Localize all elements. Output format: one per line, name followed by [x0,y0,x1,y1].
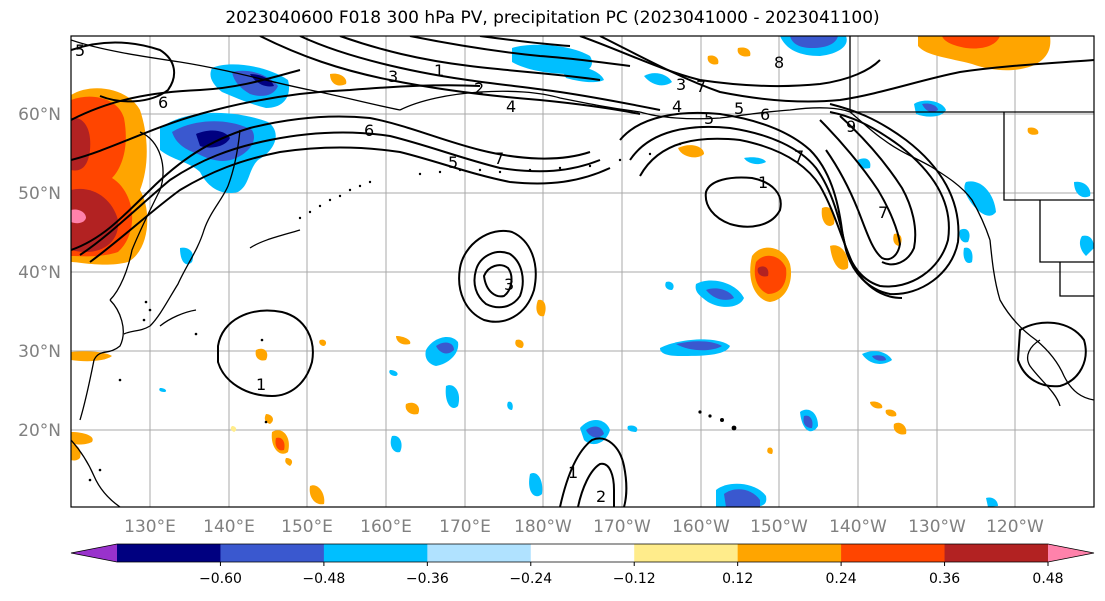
contour-label: 4 [506,97,516,116]
contour-label: 5 [734,99,744,118]
lon-label: 150°E [281,517,333,537]
contour-label: 7 [794,147,804,166]
contour-label: 7 [878,203,888,222]
contour-label: 7 [494,149,504,168]
colorbar-tick-label: −0.12 [613,571,656,587]
island-chains [88,142,737,482]
contour-label: 1 [568,463,578,482]
pv-contours [71,36,1094,507]
lon-label: 130°E [124,517,176,537]
colorbar-tick-label: 0.12 [722,571,753,587]
colorbar-tick-label: 0.48 [1032,571,1063,587]
contour-label: 1 [434,61,444,80]
contour-label: 3 [676,75,686,94]
colorbar-tick-label: 0.24 [826,571,857,587]
lat-label: 60°N [18,105,61,125]
contour-label: 5 [704,109,714,128]
contour-label: 3 [504,275,514,294]
contour-label: 2 [474,79,484,98]
map-frame [70,35,1095,508]
contour-label: 6 [760,105,770,124]
lon-label: 160°W [672,517,730,537]
colorbar-tick-label: −0.60 [199,571,242,587]
latitude-labels: 60°N 50°N 40°N 30°N 20°N [18,105,61,441]
contour-labels: 5 3 1 2 4 6 6 5 7 3 7 5 6 4 5 7 8 9 1 3 … [75,41,888,506]
colorbar-cell [841,544,946,562]
contour-label: 3 [388,67,398,86]
colorbar-cell [944,544,1049,562]
contour-label: 6 [364,121,374,140]
colorbar-cell [634,544,739,562]
map-area: 5 3 1 2 4 6 6 5 7 3 7 5 6 4 5 7 8 9 1 3 … [71,36,1094,507]
colorbar-cell [323,544,428,562]
lon-label: 170°W [593,517,651,537]
lon-label: 170°E [439,517,491,537]
colorbar-extend-max [1048,544,1094,562]
contour-label: 2 [596,487,606,506]
contour-label: 9 [846,117,856,136]
colorbar-tick-label: −0.36 [406,571,449,587]
colorbar-cell [530,544,635,562]
contour-label: 7 [696,77,706,96]
contour-label: 1 [758,173,768,192]
colorbar-cell [220,544,325,562]
colorbar-tick-label: −0.48 [302,571,345,587]
colorbar-tick-label: 0.36 [929,571,960,587]
contour-label: 5 [448,153,458,172]
lat-label: 30°N [18,342,61,362]
lon-label: 120°W [986,517,1044,537]
colorbar-extend-min [71,544,117,562]
lon-label: 150°W [750,517,808,537]
colorbar-cell [427,544,532,562]
precip-anomaly-shading [71,36,1094,507]
lat-label: 20°N [18,421,61,441]
colorbar-cell [117,544,221,562]
lat-label: 40°N [18,263,61,283]
colorbar-tick-label: −0.24 [509,571,552,587]
contour-label: 4 [672,97,682,116]
lon-label: 140°E [203,517,255,537]
colorbar-cell [737,544,842,562]
lon-label: 180°W [514,517,572,537]
contour-label: 1 [256,375,266,394]
contour-label: 8 [774,53,784,72]
colorbar: −0.60 −0.48 −0.36 −0.24 −0.12 0.12 0.24 0.36 0.4… [70,543,1095,587]
lat-label: 50°N [18,184,61,204]
longitude-labels: 130°E 140°E 150°E 160°E 170°E 180°W 170°… [124,517,1044,537]
lon-label: 140°W [829,517,887,537]
lon-label: 160°E [360,517,412,537]
map-title: 2023040600 F018 300 hPa PV, precipitatio… [225,8,880,28]
lon-label: 130°W [908,517,966,537]
contour-label: 5 [75,41,85,60]
contour-label: 6 [158,93,168,112]
